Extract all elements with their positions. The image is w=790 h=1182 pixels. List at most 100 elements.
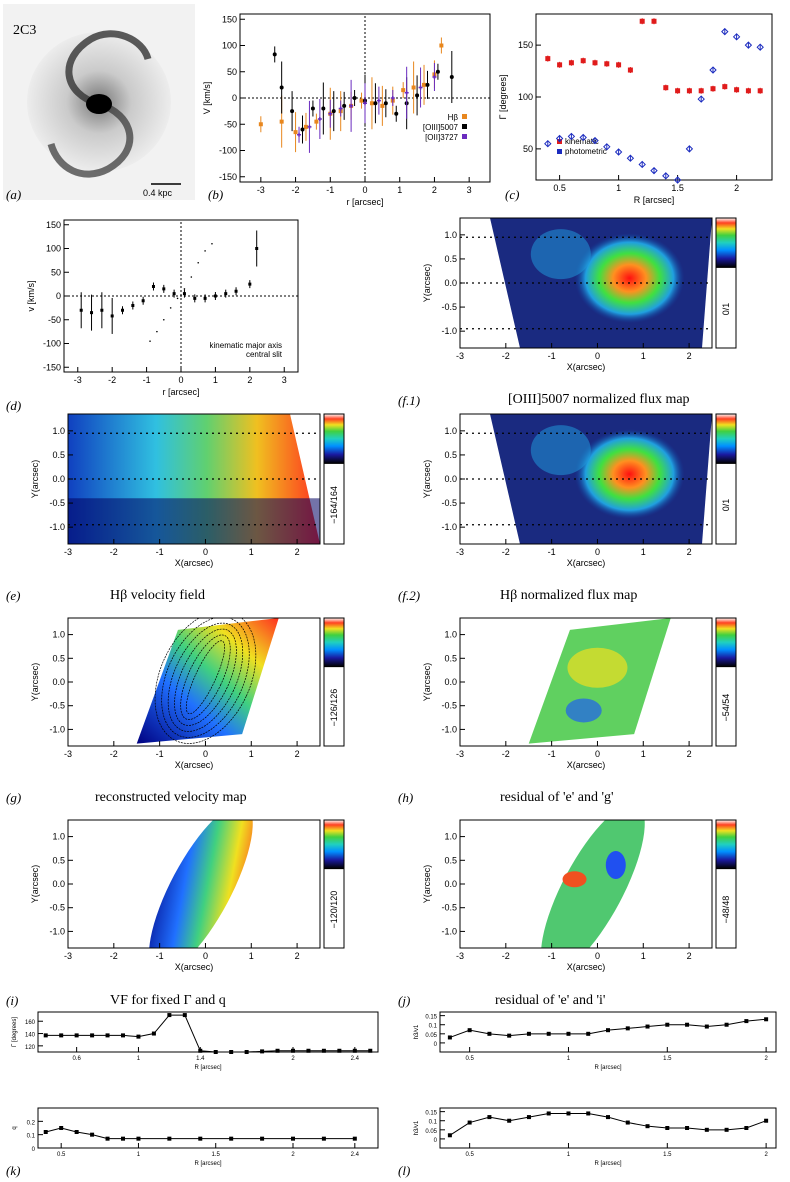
x-tick-label-e: -2 bbox=[110, 547, 118, 557]
point-kinematic bbox=[651, 18, 657, 24]
point-kinematic bbox=[557, 62, 563, 68]
x-tick-label-d: -2 bbox=[108, 375, 116, 385]
point-k1 bbox=[182, 1013, 187, 1018]
x-tick-label-j: -1 bbox=[548, 951, 556, 961]
chart-d: -3 -2 -1 0 1 2 3 -150 -100 -50 0 50 100 150 r [arcsec]… bbox=[26, 219, 299, 397]
point-major-axis bbox=[156, 330, 158, 333]
point-oii bbox=[328, 111, 333, 116]
y-tick-label-b: -50 bbox=[224, 119, 237, 129]
point-k1 bbox=[43, 1033, 48, 1038]
point-l1 bbox=[645, 1024, 650, 1029]
y-tick-label-k1: 140 bbox=[25, 1033, 36, 1039]
point-kinematic bbox=[639, 18, 645, 24]
x-tick-label-f1: 0 bbox=[595, 351, 600, 361]
caption-i: VF for fixed Γ and q bbox=[110, 993, 226, 1008]
point-k1 bbox=[151, 1031, 156, 1036]
y-tick-label-i: -0.5 bbox=[49, 903, 65, 913]
point-oii bbox=[376, 98, 381, 103]
x-tick-label-g: -3 bbox=[64, 749, 72, 759]
point-k2 bbox=[291, 1136, 295, 1141]
point-oii bbox=[317, 117, 322, 121]
x-tick-label-f1: -3 bbox=[456, 351, 464, 361]
x-tick-label-c: 2 bbox=[734, 183, 739, 193]
point-central-slit bbox=[141, 299, 145, 303]
point-l2 bbox=[665, 1126, 670, 1130]
legend-entry-b: Hβ bbox=[448, 113, 459, 122]
y-tick-label-d: -150 bbox=[43, 362, 61, 372]
point-oiii bbox=[290, 109, 295, 114]
colorbar-label-h: −54/54 bbox=[721, 694, 731, 722]
x-tick-label-h: 1 bbox=[641, 749, 646, 759]
y-tick-label-f1: 0.0 bbox=[444, 278, 457, 288]
x-tick-label-b: -1 bbox=[326, 185, 334, 195]
x-tick-label-f1: 1 bbox=[641, 351, 646, 361]
x-axis-label-b: r [arcsec] bbox=[346, 197, 383, 207]
contour-g bbox=[180, 634, 231, 720]
point-k1 bbox=[368, 1048, 373, 1053]
resid-blob-h bbox=[565, 698, 602, 723]
x-tick-label-g: 0 bbox=[203, 749, 208, 759]
x-axis-label-j: X(arcsec) bbox=[567, 962, 606, 972]
y-tick-label-j: -1.0 bbox=[441, 926, 457, 936]
point-hb bbox=[401, 88, 406, 93]
point-oii bbox=[307, 124, 312, 129]
x-axis-label-g: X(arcsec) bbox=[175, 760, 214, 770]
series-line-k1 bbox=[45, 1014, 371, 1053]
x-tick-label-k1: 1 bbox=[137, 1056, 141, 1062]
point-k1 bbox=[306, 1048, 311, 1053]
point-k1 bbox=[90, 1033, 95, 1038]
x-tick-label-l2: 2 bbox=[764, 1152, 768, 1158]
colorbar-f1 bbox=[715, 217, 737, 268]
point-major-axis bbox=[190, 276, 193, 278]
point-major-axis bbox=[169, 307, 172, 309]
point-k1 bbox=[337, 1048, 342, 1053]
x-tick-label-g: 2 bbox=[295, 749, 300, 759]
point-central-slit bbox=[224, 292, 228, 296]
chart-k2: 0.5 1 1.5 2 2.4 0 0.1 0.2 R [arcsec] q bbox=[12, 1107, 379, 1167]
point-l2 bbox=[625, 1120, 630, 1125]
point-k1 bbox=[275, 1048, 280, 1053]
point-central-slit bbox=[182, 292, 186, 296]
caption-e: Hβ velocity field bbox=[110, 588, 205, 603]
point-oiii bbox=[383, 101, 388, 106]
y-axis-label-j: Y(arcsec) bbox=[422, 865, 432, 904]
x-tick-label-i: -3 bbox=[64, 951, 72, 961]
x-tick-label-j: 2 bbox=[687, 951, 692, 961]
x-tick-label-j: 1 bbox=[641, 951, 646, 961]
caption-g: reconstructed velocity map bbox=[95, 790, 247, 805]
x-tick-label-l1: 2 bbox=[764, 1056, 768, 1062]
point-kinematic bbox=[627, 67, 633, 73]
point-kinematic bbox=[604, 61, 610, 67]
x-tick-label-f1: -2 bbox=[502, 351, 510, 361]
point-central-slit bbox=[172, 292, 176, 296]
y-tick-label-b: 50 bbox=[227, 67, 237, 77]
y-tick-label-g: 0.5 bbox=[52, 653, 65, 663]
y-tick-label-e: 0.5 bbox=[52, 450, 65, 460]
point-l2 bbox=[764, 1118, 769, 1123]
x-tick-label-e: 0 bbox=[203, 547, 208, 557]
point-kinematic bbox=[663, 85, 669, 91]
point-photometric bbox=[591, 136, 599, 145]
x-axis-label-c: R [arcsec] bbox=[634, 195, 675, 205]
y-tick-label-d: -50 bbox=[48, 315, 61, 325]
point-k1 bbox=[352, 1048, 357, 1053]
y-tick-label-b: 100 bbox=[222, 41, 237, 51]
point-k2 bbox=[198, 1136, 203, 1141]
plot-frame-k1 bbox=[37, 1011, 379, 1053]
y-tick-label-f2: 0.0 bbox=[444, 474, 457, 484]
x-tick-label-k1: 2 bbox=[291, 1056, 295, 1062]
point-photometric bbox=[579, 133, 587, 142]
panel-label-f2: (f.2) bbox=[398, 588, 421, 603]
panel-label-a: (a) bbox=[6, 187, 22, 202]
point-oiii bbox=[425, 82, 430, 87]
point-kinematic bbox=[757, 88, 763, 94]
point-oiii bbox=[321, 106, 326, 111]
y-tick-label-f2: 1.0 bbox=[444, 426, 457, 436]
point-k1 bbox=[167, 1013, 172, 1018]
point-oiii bbox=[373, 101, 378, 106]
y-tick-label-k1: 160 bbox=[25, 1020, 36, 1026]
y-tick-label-i: 1.0 bbox=[52, 832, 65, 842]
colorbar-box-j bbox=[715, 868, 737, 949]
legend-marker-b bbox=[462, 114, 467, 119]
y-tick-label-d: -100 bbox=[43, 339, 61, 349]
